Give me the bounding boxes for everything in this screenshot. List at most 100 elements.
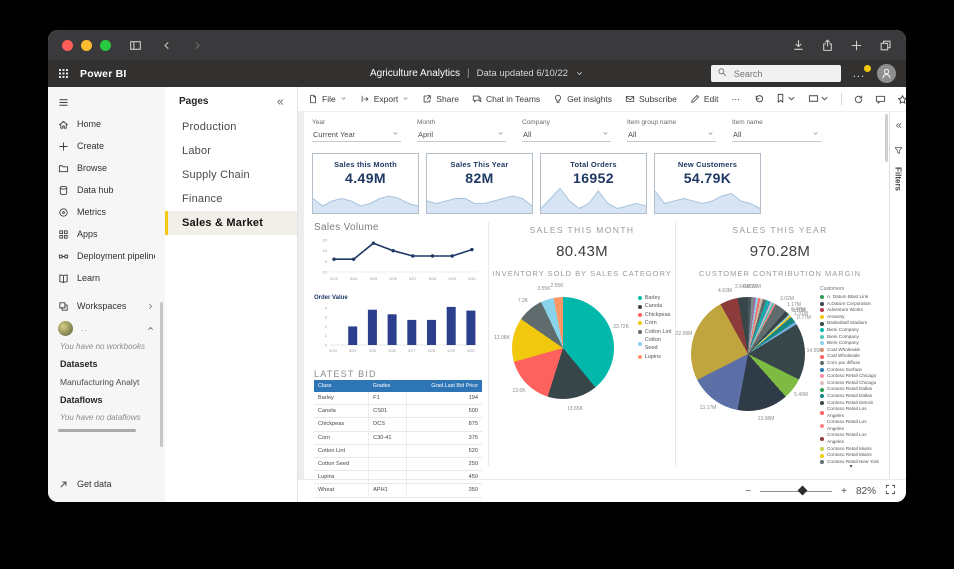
nav-menu-button[interactable]	[48, 91, 165, 113]
legend-item[interactable]: Contoso Retail Miami	[820, 446, 884, 453]
zoom-window-button[interactable]	[100, 39, 111, 51]
search-box[interactable]	[710, 65, 841, 82]
report-title-group[interactable]: Agriculture Analytics | Data updated 6/1…	[370, 68, 584, 79]
nav-vertical-scrollbar[interactable]	[160, 302, 163, 447]
sidebar-item-learn[interactable]: Learn	[48, 267, 165, 289]
report-vertical-scrollbar[interactable]	[884, 112, 889, 479]
table-row[interactable]: Corn C30-41 375	[314, 431, 482, 445]
legend-item[interactable]: Lupins	[637, 353, 675, 361]
bookmark-icon[interactable]	[775, 93, 797, 106]
legend-item[interactable]: Bieni Company	[820, 327, 884, 334]
toolbar-file-button[interactable]: File	[308, 94, 347, 104]
toolbar-subscribe-button[interactable]: Subscribe	[625, 94, 677, 104]
customer-pie-chart[interactable]: 0.85M 0.73M 3.02M 1.17M 0.47M 0.25M 1.31M 0.77M…	[676, 280, 824, 430]
legend-item[interactable]: Contoso Retail Miami	[820, 452, 884, 459]
macshare-icon[interactable]	[821, 39, 834, 52]
table-row[interactable]: Chickpeas DCS 875	[314, 417, 482, 432]
kpi-card-total-orders[interactable]: Total Orders 16952	[540, 153, 647, 214]
legend-item[interactable]: Contoso Retail Dallas	[820, 393, 884, 400]
view-icon[interactable]	[808, 93, 830, 106]
toolbar-chat-in-teams-button[interactable]: Chat in Teams	[472, 94, 540, 104]
pie[interactable]	[512, 297, 614, 399]
sidebar-toggle-icon[interactable]	[129, 39, 142, 52]
pages-item-labor[interactable]: Labor	[182, 145, 212, 157]
zoom-slider[interactable]	[760, 485, 833, 496]
sidebar-item-metrics[interactable]: Metrics	[48, 201, 165, 223]
legend-item[interactable]: Adventure Works	[820, 307, 884, 314]
legend-item[interactable]: Contoso Retail Los Angeles	[820, 432, 884, 445]
chevron-down-icon[interactable]	[575, 69, 584, 78]
waffle-icon[interactable]	[58, 68, 70, 80]
comment-icon[interactable]	[875, 94, 886, 105]
tabs-icon[interactable]	[879, 39, 892, 52]
refresh-icon[interactable]	[853, 94, 864, 105]
legend-item[interactable]: Barley	[637, 294, 675, 302]
legend-item[interactable]: Contoso Surface	[820, 367, 884, 374]
inventory-pie-chart[interactable]: 33.72K 13.65K 13.6K 12.08K 7.2K 3.55K 2.55K	[489, 280, 636, 418]
table-row[interactable]: Canola CS01 500	[314, 404, 482, 419]
toolbar-get-insights-button[interactable]: Get insights	[553, 94, 612, 104]
sales-volume-line-chart[interactable]: 20 10 0 -10 5/23 5/24 5/25 5/26 5/27 5/28 5/29 5/30	[312, 234, 484, 291]
kpi-card-sales-this-year[interactable]: Sales This Year 82M	[426, 153, 533, 214]
kpi-card-new-customers[interactable]: New Customers 54.79K	[654, 153, 761, 214]
sidebar-item-home[interactable]: Home	[48, 113, 165, 135]
filter-month-dropdown[interactable]: April	[417, 130, 506, 142]
sidebar-item-deployment-pipelines[interactable]: Deployment pipelines	[48, 245, 165, 267]
back-button[interactable]	[160, 39, 173, 52]
filter-item-name-dropdown[interactable]: All	[732, 130, 821, 142]
sidebar-item-browse[interactable]: Browse	[48, 157, 165, 179]
pages-item-supply-chain[interactable]: Supply Chain	[182, 169, 250, 181]
order-value-bar-chart[interactable]: 4 3 2 1 0 5/23 5/24 5/25 5/26 5/27 5/28 5/29 5/30	[312, 301, 484, 362]
toolbar-more-button[interactable]: ⋯	[732, 94, 741, 105]
filter-item-group-name-dropdown[interactable]: All	[627, 130, 716, 142]
sidebar-item-my-workspace[interactable]: ..	[48, 317, 165, 339]
legend-item[interactable]: Canola	[637, 302, 675, 310]
dataset-item[interactable]: Manufacturing Analyt	[60, 377, 140, 387]
table-row[interactable]: Cotton Seed 250	[314, 457, 482, 472]
filters-rail[interactable]: Filters	[889, 112, 906, 479]
expand-filters-icon[interactable]	[894, 117, 903, 135]
pages-item-production[interactable]: Production	[182, 121, 237, 133]
legend-item[interactable]: Bieni Company	[820, 334, 884, 341]
table-row[interactable]: Barley F1 194	[314, 392, 482, 406]
kpi-card-sales-this-month[interactable]: Sales this Month 4.49M	[312, 153, 419, 214]
legend-item[interactable]: Amarety	[820, 314, 884, 321]
table-row[interactable]: Lupins 450	[314, 470, 482, 485]
sidebar-item-create[interactable]: Create	[48, 135, 165, 157]
collapse-pages-icon[interactable]	[275, 97, 285, 107]
legend-item[interactable]: A.Datum Corporation	[820, 301, 884, 308]
zoom-out-button[interactable]: −	[745, 485, 752, 497]
legend-item[interactable]: Cotton Lint	[637, 328, 675, 336]
sidebar-item-data-hub[interactable]: Data hub	[48, 179, 165, 201]
pages-item-finance[interactable]: Finance	[182, 193, 223, 205]
latest-bid-table[interactable]: Class Grades Grad.Last Bid Price Barley F1 19…	[314, 380, 482, 498]
legend-item[interactable]: Contoso Retail Los Angeles	[820, 406, 884, 419]
legend-item[interactable]: Contoso Retail Chicago	[820, 380, 884, 387]
forward-button[interactable]	[191, 39, 204, 52]
legend-scroll-more[interactable]: ▾	[849, 464, 853, 471]
legend-item[interactable]: Cotton Seed	[637, 336, 675, 353]
chevron-up-icon[interactable]	[146, 324, 155, 333]
legend-item[interactable]: Corn par diffuse	[820, 360, 884, 367]
sidebar-item-workspaces[interactable]: Workspaces	[48, 295, 165, 317]
legend-item[interactable]: A. Datum Blast Link	[820, 294, 884, 301]
table-row[interactable]: Cotton Lint 520	[314, 444, 482, 458]
download-icon[interactable]	[792, 39, 805, 52]
star-icon[interactable]	[897, 94, 906, 105]
filter-year-dropdown[interactable]: Current Year	[312, 130, 401, 142]
plus-icon[interactable]	[850, 39, 863, 52]
toolbar-share-button[interactable]: Share	[422, 94, 459, 104]
pie[interactable]	[691, 297, 805, 411]
legend-item[interactable]: Coal Wholesale	[820, 353, 884, 360]
sidebar-item-apps[interactable]: Apps	[48, 223, 165, 245]
avatar[interactable]	[877, 64, 896, 83]
close-window-button[interactable]	[62, 39, 73, 51]
legend-item[interactable]: Contoso Retail Detroit	[820, 400, 884, 407]
toolbar-export-button[interactable]: Export	[360, 94, 410, 104]
legend-item[interactable]: Contoso Retail New York	[820, 459, 884, 466]
fit-to-page-icon[interactable]	[885, 484, 896, 498]
legend-item[interactable]: Basketball Stadium	[820, 320, 884, 327]
legend-item[interactable]: Contoso Retail Dallas	[820, 386, 884, 393]
toolbar-edit-button[interactable]: Edit	[690, 94, 719, 104]
get-data-button[interactable]: Get data	[48, 472, 165, 496]
